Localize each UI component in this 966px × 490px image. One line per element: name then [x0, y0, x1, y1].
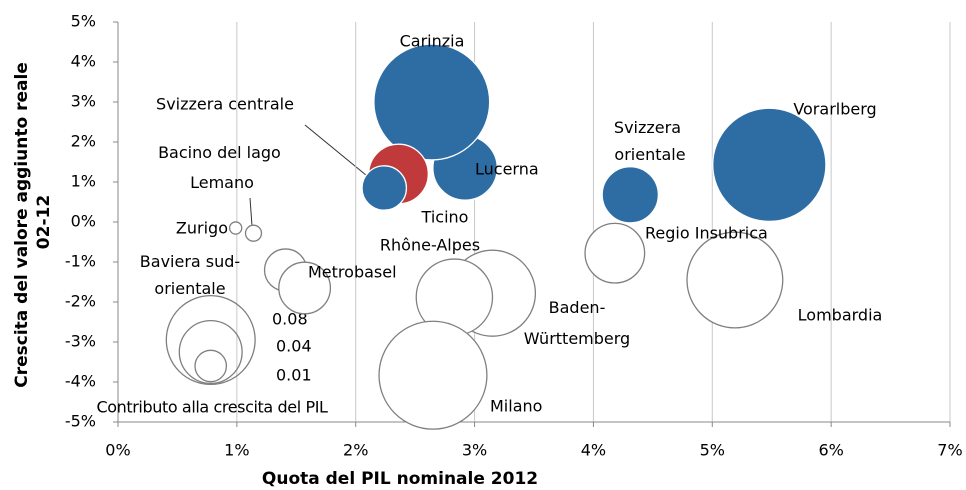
bubble-label: Lombardia	[798, 306, 883, 325]
bubble-label: Milano	[490, 397, 542, 416]
x-tick-label: 3%	[462, 441, 487, 460]
legend-label: 0.04	[276, 337, 312, 356]
x-tick-label: 2%	[343, 441, 368, 460]
bubble-label: Svizzera centrale	[156, 95, 294, 114]
y-tick-label: 4%	[71, 52, 96, 71]
bubble-label: Svizzera orientale	[614, 118, 686, 164]
bubble	[373, 43, 491, 161]
x-tick-label: 1%	[224, 441, 249, 460]
legend-title: Contributo alla crescita del PIL	[96, 398, 328, 417]
bubble-label: Bacino del lago Lemano	[158, 143, 286, 192]
legend-bubble	[165, 294, 256, 386]
legend-label: 0.01	[276, 366, 312, 385]
x-tick-label: 6%	[818, 441, 843, 460]
y-tick-label: 3%	[71, 92, 96, 111]
y-axis-title: Crescita del valore aggiunto reale 02-12	[12, 56, 54, 388]
y-tick-label: -4%	[65, 372, 96, 391]
bubble	[601, 166, 660, 224]
leader-line	[249, 197, 253, 227]
legend-bubble	[178, 319, 243, 385]
bubble	[584, 222, 646, 284]
x-tick-label: 7%	[937, 441, 962, 460]
bubble-label: Regio Insubrica	[645, 224, 768, 243]
x-tick-label: 0%	[105, 441, 130, 460]
bubble-label: Metrobasel	[308, 263, 397, 282]
bubble-label: Vorarlberg	[793, 100, 876, 119]
bubble-label: Lucerna	[475, 160, 539, 179]
bubble	[712, 107, 827, 223]
leader-line	[304, 124, 373, 181]
bubble-label: Carinzia	[400, 32, 465, 51]
x-tick-label: 5%	[700, 441, 725, 460]
x-axis-title: Quota del PIL nominale 2012	[262, 469, 538, 489]
y-tick-label: 2%	[71, 132, 96, 151]
x-tick-label: 4%	[581, 441, 606, 460]
y-tick-label: -3%	[65, 332, 96, 351]
y-tick-label: -5%	[65, 412, 96, 431]
bubble-label: Zurigo	[176, 219, 228, 238]
y-tick-label: -1%	[65, 252, 96, 271]
bubble	[278, 261, 332, 315]
legend-label: 0.08	[272, 310, 308, 329]
legend-bubble	[194, 349, 228, 383]
bubble	[228, 221, 243, 235]
bubble-label: Baviera sud-orientale	[140, 252, 240, 298]
y-tick-label: 0%	[71, 212, 96, 231]
y-tick-label: 5%	[71, 12, 96, 31]
bubble-label: Ticino	[421, 208, 469, 227]
y-tick-label: 1%	[71, 172, 96, 191]
bubble	[361, 165, 408, 211]
bubble-label: Rhône-Alpes	[380, 236, 480, 255]
bubble-label: Baden-Württemberg	[524, 298, 630, 348]
bubble	[244, 224, 263, 242]
y-tick-label: -2%	[65, 292, 96, 311]
bubble	[378, 320, 488, 430]
bubble	[686, 231, 784, 329]
